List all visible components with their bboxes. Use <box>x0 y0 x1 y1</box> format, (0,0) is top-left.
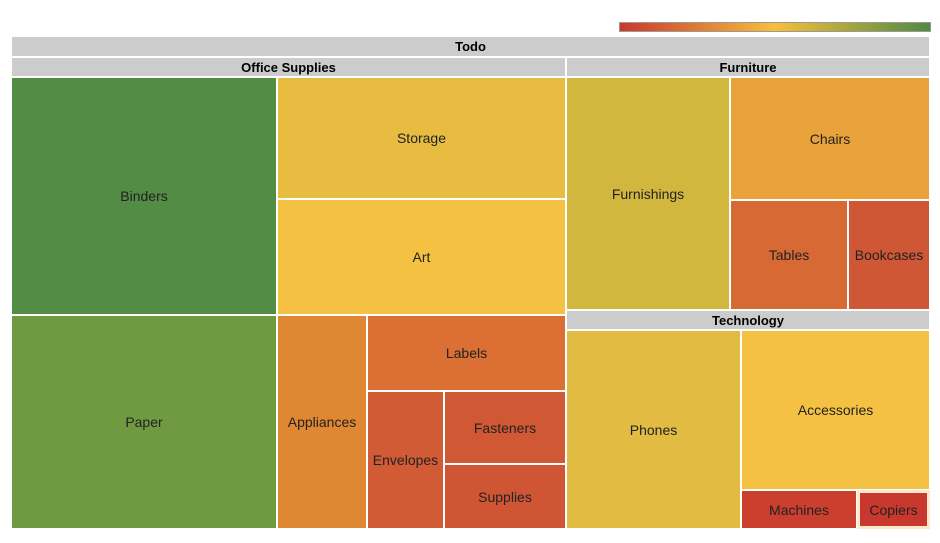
treemap-cell-furnishings[interactable]: Furnishings <box>566 77 730 310</box>
treemap-cell-tables[interactable]: Tables <box>730 200 848 310</box>
treemap-cell-phones[interactable]: Phones <box>566 330 741 529</box>
treemap-cell-storage[interactable]: Storage <box>277 77 566 199</box>
treemap-cell-supplies[interactable]: Supplies <box>444 464 566 529</box>
treemap-cell-bookcases[interactable]: Bookcases <box>848 200 930 310</box>
group-header-technology[interactable]: Technology <box>566 310 930 330</box>
group-header-office-supplies[interactable]: Office Supplies <box>11 57 566 77</box>
treemap-cell-appliances[interactable]: Appliances <box>277 315 367 529</box>
treemap-cell-art[interactable]: Art <box>277 199 566 315</box>
treemap-cell-fasteners[interactable]: Fasteners <box>444 391 566 464</box>
treemap-cell-labels[interactable]: Labels <box>367 315 566 391</box>
treemap-cell-machines[interactable]: Machines <box>741 490 857 529</box>
group-header-furniture[interactable]: Furniture <box>566 57 930 77</box>
treemap-cell-copiers[interactable]: Copiers <box>857 490 930 529</box>
treemap-cell-envelopes[interactable]: Envelopes <box>367 391 444 529</box>
color-scale-legend <box>619 22 931 32</box>
root-header[interactable]: Todo <box>11 36 930 57</box>
treemap-cell-binders[interactable]: Binders <box>11 77 277 315</box>
treemap-cell-accessories[interactable]: Accessories <box>741 330 930 490</box>
treemap-cell-paper[interactable]: Paper <box>11 315 277 529</box>
treemap-cell-chairs[interactable]: Chairs <box>730 77 930 200</box>
